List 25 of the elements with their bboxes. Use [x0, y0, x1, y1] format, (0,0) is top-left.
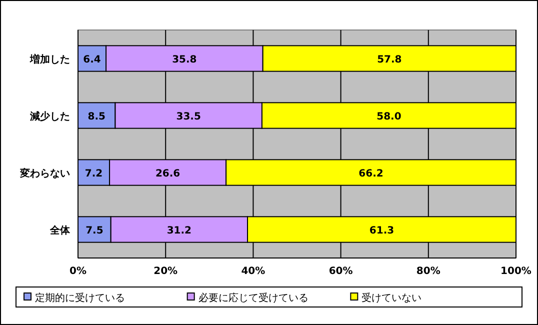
data-label: 7.5	[86, 226, 104, 236]
x-tick-label: 0%	[70, 266, 86, 277]
data-label: 61.3	[369, 226, 394, 236]
data-label: 66.2	[358, 168, 384, 180]
data-label: 8.5	[88, 112, 106, 122]
data-label: 35.8	[172, 54, 197, 66]
data-label: 26.6	[155, 168, 180, 180]
data-label: 31.2	[166, 226, 192, 236]
x-tick-label: 20%	[154, 266, 178, 277]
x-tick-label: 60%	[328, 266, 353, 277]
data-label: 57.8	[377, 54, 402, 66]
x-tick-label: 40%	[241, 266, 266, 277]
data-label: 33.5	[176, 112, 201, 122]
legend-label: 定期的に受けている	[35, 292, 125, 304]
data-label: 6.4	[83, 54, 101, 66]
legend-label: 必要に応じて受けている	[198, 292, 308, 304]
y-tick-label: 増加した	[29, 54, 70, 66]
y-tick-label: 全体	[49, 224, 71, 236]
x-tick-label: 100%	[500, 266, 532, 277]
y-tick-label: 減少した	[29, 110, 70, 122]
data-label: 58.0	[376, 112, 402, 122]
data-label: 7.2	[84, 168, 103, 180]
x-tick-label: 80%	[416, 266, 440, 277]
y-tick-label: 変わらない	[19, 168, 70, 180]
legend-label: 受けていない	[362, 292, 422, 304]
